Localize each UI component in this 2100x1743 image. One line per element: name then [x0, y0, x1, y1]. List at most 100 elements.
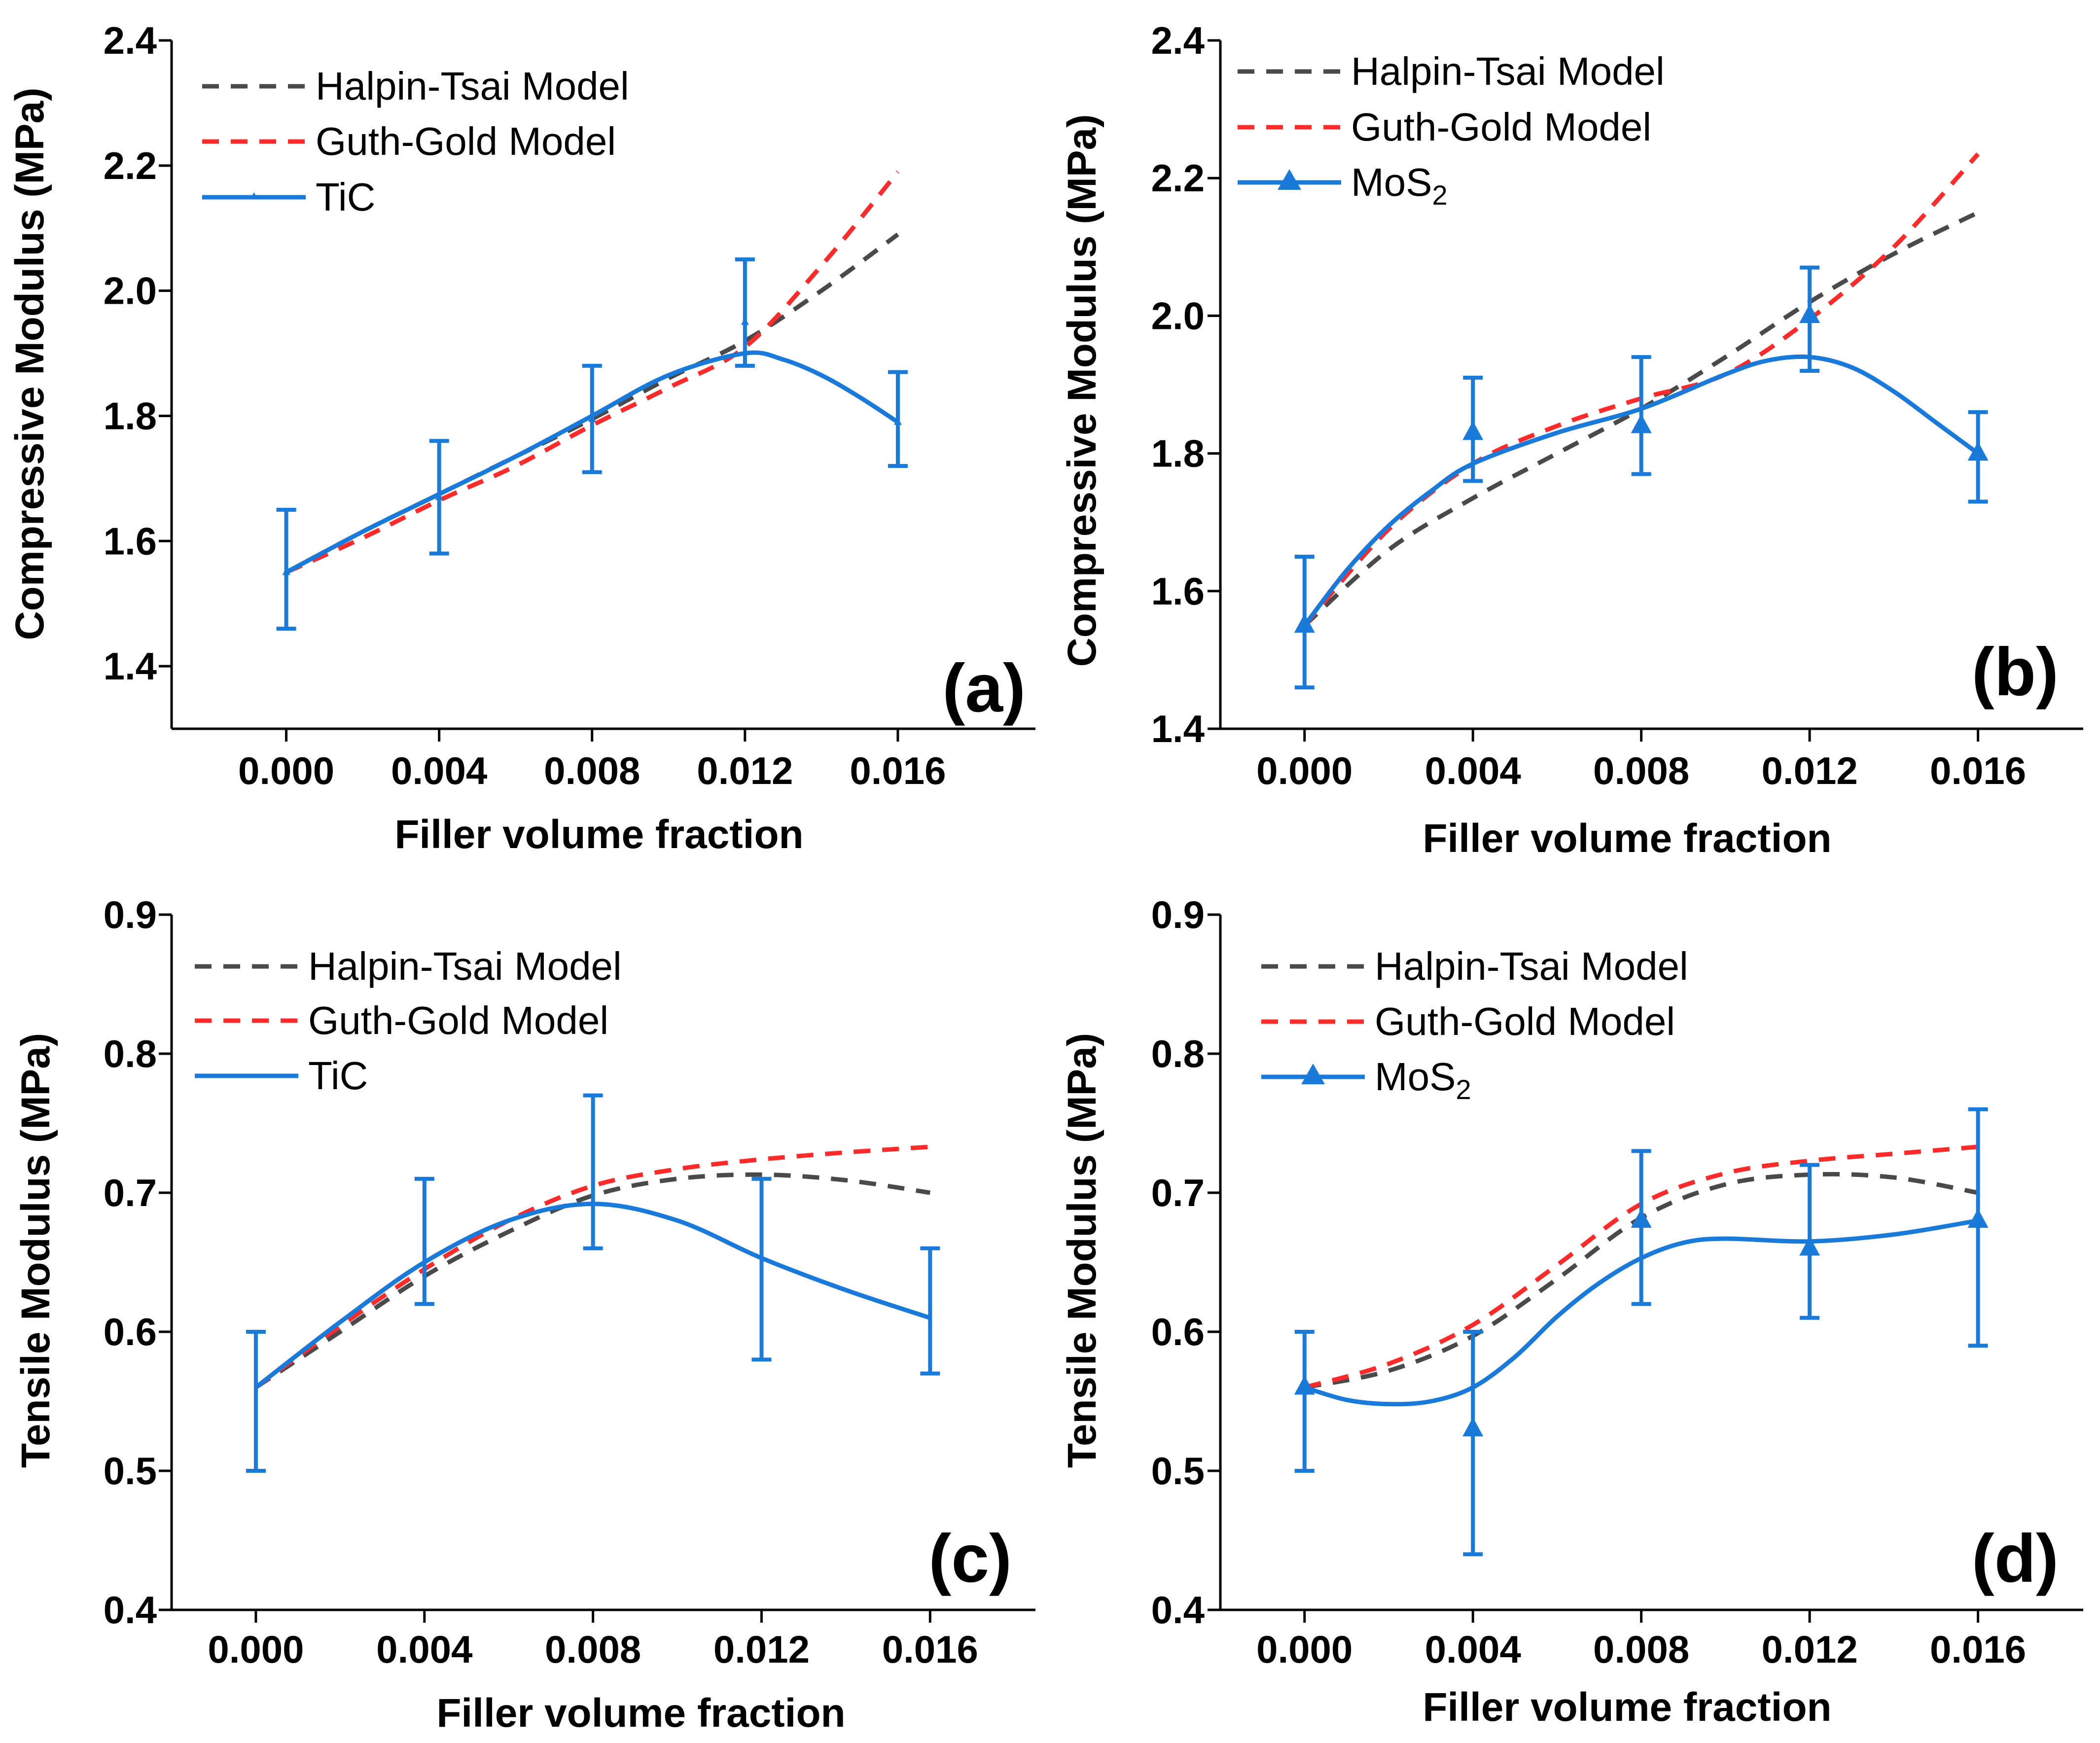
y-tick-label: 0.5	[104, 1449, 157, 1493]
x-tick-label: 0.008	[544, 749, 640, 792]
panel-a-x-tick-labels: 0.000 0.004 0.008 0.012 0.016	[238, 749, 946, 792]
legend-label-halpin-tsai: Halpin-Tsai Model	[308, 944, 622, 988]
x-tick-label: 0.016	[1930, 749, 2026, 792]
y-tick-label: 1.8	[104, 394, 157, 437]
panel-a-legend: Halpin-Tsai Model Guth-Gold Model TiC	[202, 64, 629, 219]
panel-c-legend: Halpin-Tsai Model Guth-Gold Model TiC	[195, 944, 622, 1098]
x-tick-label: 0.004	[391, 749, 487, 792]
series-halpin-tsai-model-line	[285, 232, 899, 574]
y-tick-label: 0.8	[1151, 1032, 1205, 1075]
legend-label-mos2-base: MoS	[1351, 160, 1432, 204]
x-tick-label: 0.000	[238, 749, 334, 792]
y-tick-label: 0.7	[1151, 1171, 1205, 1214]
legend-marker-mos2	[1301, 1064, 1325, 1084]
x-tick-label: 0.004	[1425, 749, 1521, 792]
panel-c: Tensile Modulus (MPa) Filler volume frac…	[13, 893, 1012, 1736]
data-point-marker	[435, 493, 443, 500]
y-tick-label: 0.9	[1151, 893, 1205, 936]
y-tick-label: 0.6	[1151, 1310, 1205, 1353]
panel-b: Compressive Modulus (MPa) Filler volume …	[1060, 19, 2059, 861]
legend-label-tic: TiC	[316, 175, 375, 219]
x-tick-label: 0.016	[1930, 1628, 2026, 1671]
panel-d: Tensile Modulus (MPa) Filler volume frac…	[1060, 893, 2059, 1730]
legend-label-halpin-tsai: Halpin-Tsai Model	[1375, 944, 1688, 988]
legend-label-mos2-base: MoS	[1375, 1055, 1456, 1099]
series-guth-gold-model-line	[254, 1144, 930, 1389]
y-tick-label: 1.4	[1151, 707, 1205, 750]
x-tick-label: 0.012	[713, 1628, 810, 1671]
data-point-marker	[1294, 1375, 1315, 1395]
panel-a-tag: (a)	[942, 650, 1026, 726]
x-tick-label: 0.012	[1762, 1628, 1858, 1671]
data-point-marker	[741, 317, 749, 325]
series-halpin-tsai-model-line	[254, 1172, 930, 1389]
legend-label-guth-gold: Guth-Gold Model	[1351, 105, 1651, 149]
series-tic-line	[285, 350, 899, 574]
legend-marker-mos2	[1278, 169, 1301, 190]
x-tick-label: 0.004	[1425, 1628, 1521, 1671]
x-tick-label: 0.008	[545, 1628, 641, 1671]
y-tick-label: 0.8	[104, 1032, 157, 1075]
y-tick-label: 0.4	[1151, 1588, 1205, 1632]
panel-d-legend: Halpin-Tsai Model Guth-Gold Model MoS2	[1261, 944, 1688, 1105]
y-tick-label: 2.2	[104, 144, 157, 187]
legend-label-mos2-subscript: 2	[1432, 179, 1448, 211]
data-point-marker	[1462, 1417, 1484, 1437]
y-tick-label: 1.6	[1151, 569, 1205, 613]
y-tick-label: 0.6	[104, 1310, 157, 1353]
panel-a-y-axis-title: Compressive Modulus (MPa)	[7, 88, 52, 640]
legend-marker-tic	[250, 192, 257, 199]
panel-d-x-tick-labels: 0.000 0.004 0.008 0.012 0.016	[1256, 1628, 2026, 1671]
y-tick-label: 0.9	[104, 893, 157, 936]
data-point-marker	[1462, 421, 1484, 440]
y-tick-label: 2.0	[104, 269, 157, 313]
legend-label-mos2: MoS2	[1351, 160, 1448, 211]
legend-label-guth-gold: Guth-Gold Model	[1375, 999, 1675, 1043]
panel-d-y-tick-labels: 0.4 0.5 0.6 0.7 0.8 0.9	[1151, 893, 1205, 1632]
y-tick-label: 1.8	[1151, 432, 1205, 475]
legend-label-mos2: MoS2	[1375, 1055, 1471, 1105]
y-tick-label: 2.4	[104, 19, 157, 62]
legend-label-halpin-tsai: Halpin-Tsai Model	[1351, 49, 1665, 93]
data-point-marker	[1799, 304, 1820, 323]
panel-a: Compressive Modulus (MPa) Filler volume …	[7, 19, 1026, 857]
series-guth-gold-model-line	[285, 170, 900, 574]
panel-c-plot	[159, 913, 1035, 1623]
legend-label-halpin-tsai: Halpin-Tsai Model	[316, 64, 629, 108]
panel-b-y-tick-labels: 1.4 1.6 1.8 2.0 2.2 2.4	[1151, 19, 1205, 750]
panel-b-legend: Halpin-Tsai Model Guth-Gold Model MoS2	[1238, 49, 1665, 211]
panel-c-x-tick-labels: 0.000 0.004 0.008 0.012 0.016	[208, 1628, 978, 1671]
x-tick-label: 0.016	[850, 749, 946, 792]
y-tick-label: 0.4	[104, 1588, 157, 1632]
data-point-marker	[282, 568, 290, 575]
data-point-marker	[1799, 1236, 1820, 1256]
y-tick-label: 0.7	[104, 1171, 157, 1214]
x-tick-label: 0.004	[376, 1628, 472, 1671]
y-tick-label: 2.4	[1151, 19, 1205, 62]
x-tick-label: 0.000	[208, 1628, 304, 1671]
legend-label-tic: TiC	[308, 1054, 368, 1098]
panel-b-tag: (b)	[1972, 634, 2059, 710]
data-point-marker	[1294, 613, 1315, 633]
legend-label-guth-gold: Guth-Gold Model	[308, 998, 608, 1042]
data-point-marker	[1631, 1209, 1652, 1228]
data-point-marker	[1631, 414, 1652, 433]
y-tick-label: 0.5	[1151, 1449, 1205, 1493]
panel-c-x-axis-title: Filler volume fraction	[436, 1691, 845, 1736]
x-tick-label: 0.016	[882, 1628, 978, 1671]
panel-c-y-tick-labels: 0.4 0.5 0.6 0.7 0.8 0.9	[104, 893, 157, 1632]
data-point-marker	[1967, 1209, 1989, 1228]
panel-b-plot	[1208, 39, 2083, 742]
panel-b-x-axis-title: Filler volume fraction	[1423, 816, 1831, 861]
x-tick-label: 0.008	[1593, 1628, 1689, 1671]
panel-d-plot	[1208, 913, 2083, 1623]
series-mos2-line	[1303, 354, 1980, 627]
panel-a-y-tick-labels: 1.4 1.6 1.8 2.0 2.2 2.4	[104, 19, 157, 688]
x-tick-label: 0.000	[1256, 749, 1353, 792]
data-point-marker	[588, 414, 596, 422]
x-tick-label: 0.012	[697, 749, 793, 792]
panel-b-x-tick-labels: 0.000 0.004 0.008 0.012 0.016	[1256, 749, 2026, 792]
panel-a-plot	[159, 39, 1035, 742]
